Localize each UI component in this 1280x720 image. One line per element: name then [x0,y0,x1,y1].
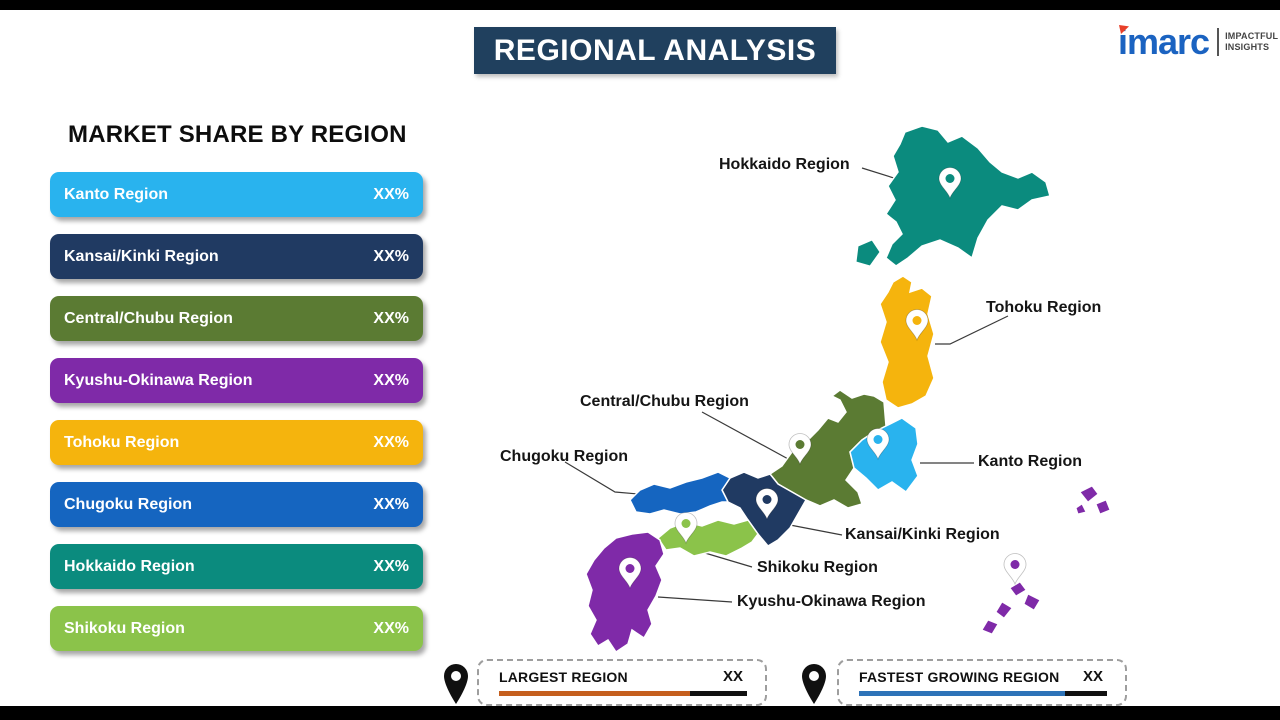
chubu-callout-line [701,411,791,461]
kansai-pin-icon [755,488,779,521]
fastest-region-pin-icon [802,664,826,704]
market-share-bar-kansai: Kansai/Kinki Region XX% [50,234,423,279]
hokkaido-pin-icon [938,167,962,200]
chugoku-map-label: Chugoku Region [500,448,628,465]
market-share-bar-label: Chugoku Region [64,495,192,513]
title-banner: REGIONAL ANALYSIS [474,27,836,74]
tohoku-map-label: Tohoku Region [986,299,1102,316]
okinawa-islet-shape [995,601,1013,619]
fastest-region-value: XX [1082,668,1103,685]
market-share-bar-tohoku: Tohoku Region XX% [50,420,423,465]
okinawa-islet-shape [981,619,999,635]
okinawa-pin-icon [1003,553,1027,586]
kanto-map-label: Kanto Region [978,453,1082,470]
largest-region-meter [499,691,747,696]
market-share-bar-kyushu: Kyushu-Okinawa Region XX% [50,358,423,403]
largest-region-pin-icon [444,664,468,704]
kyushu-callout-line [657,596,733,603]
market-share-bar-value: XX% [373,433,409,451]
okinawa-islet-shape [1023,593,1041,611]
market-share-bar-label: Tohoku Region [64,433,180,451]
imarc-logo: imarc IMPACTFUL INSIGHTS [1118,24,1278,60]
tohoku-region-shape [879,275,935,409]
market-share-bar-value: XX% [373,557,409,575]
market-share-bar-label: Kyushu-Okinawa Region [64,371,253,389]
logo-tagline-line2: INSIGHTS [1225,42,1270,52]
okinawa-islet-shape [1075,503,1087,515]
market-share-heading: MARKET SHARE BY REGION [68,121,407,148]
hokkaido-region-shape [885,125,1051,267]
shikoku-callout-line [704,552,753,568]
largest-region-meter-rest [689,691,747,696]
market-share-bar-label: Kansai/Kinki Region [64,247,219,265]
logo-tagline-line1: IMPACTFUL [1225,30,1279,41]
tohoku-callout-line [935,315,1009,345]
shikoku-pin-icon [674,512,698,545]
chubu-map-label: Central/Chubu Region [580,393,749,410]
kanto-pin-icon [866,428,890,461]
largest-region-value: XX [722,668,743,685]
largest-region-label: LARGEST REGION [499,668,628,685]
japan-map [564,125,1111,654]
fastest-region-meter-fill [859,691,1065,696]
okinawa-islands-shapes [981,485,1111,635]
market-share-bar-label: Shikoku Region [64,619,185,637]
market-share-bar-chubu: Central/Chubu Region XX% [50,296,423,341]
largest-region-meter-fill [499,691,690,696]
market-share-list: Kanto Region XX% Kansai/Kinki Region XX%… [50,172,423,651]
bottom-frame-bar [0,706,1280,720]
fastest-region-meter-rest [1064,691,1107,696]
market-share-bar-chugoku: Chugoku Region XX% [50,482,423,527]
market-share-bar-value: XX% [373,495,409,513]
fastest-region-box: FASTEST GROWING REGION XX [837,659,1127,706]
market-share-bar-kanto: Kanto Region XX% [50,172,423,217]
hokkaido-map-label: Hokkaido Region [719,156,850,173]
okinawa-islet-shape [1079,485,1099,503]
tohoku-pin-icon [905,309,929,342]
kansai-callout-line [789,524,843,536]
logo-divider [1217,28,1220,56]
page-title: REGIONAL ANALYSIS [493,33,817,67]
kansai-map-label: Kansai/Kinki Region [845,526,1000,543]
market-share-bar-shikoku: Shikoku Region XX% [50,606,423,651]
market-share-bar-value: XX% [373,619,409,637]
market-share-bar-label: Hokkaido Region [64,557,195,575]
market-share-bar-value: XX% [373,371,409,389]
chugoku-region-shape [629,471,732,515]
okinawa-islet-shape [1095,499,1111,515]
hokkaido-islet-shape [855,239,881,267]
kyushu-pin-icon [618,557,642,590]
kanto-region-shape [849,417,919,494]
logo-tagline: IMPACTFUL INSIGHTS [1225,31,1278,54]
shikoku-map-label: Shikoku Region [757,559,878,576]
okinawa-islet-shape [1009,581,1027,597]
market-share-bar-label: Kanto Region [64,185,168,203]
logo-accent-mark [1119,25,1129,34]
map-pins [618,167,1027,590]
largest-region-box: LARGEST REGION XX [477,659,767,706]
market-share-bar-label: Central/Chubu Region [64,309,233,327]
top-frame-bar [0,0,1280,10]
market-share-bar-value: XX% [373,247,409,265]
shikoku-region-shape [657,519,759,557]
kyushu-map-label: Kyushu-Okinawa Region [737,593,926,610]
market-share-bar-value: XX% [373,185,409,203]
market-share-bar-hokkaido: Hokkaido Region XX% [50,544,423,589]
logo-brand: imarc [1118,21,1210,62]
fastest-region-meter [859,691,1107,696]
chubu-pin-icon [788,433,812,466]
fastest-region-label: FASTEST GROWING REGION [859,668,1060,685]
kyushu-region-shape [585,531,665,654]
chugoku-callout-line [564,461,639,495]
logo-brand-text: imarc [1118,21,1210,62]
market-share-bar-value: XX% [373,309,409,327]
